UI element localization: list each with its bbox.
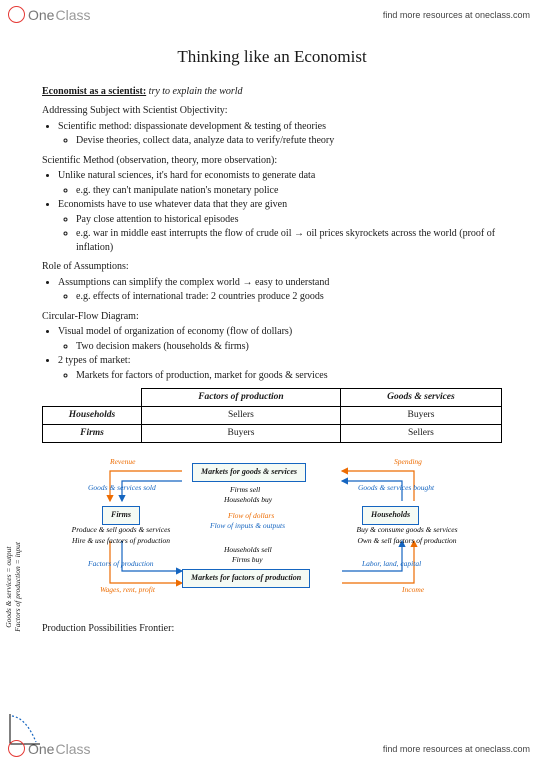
ppf-title: Production Possibilities Frontier: [42, 622, 502, 636]
center1: Flow of dollars [228, 511, 274, 521]
row-firms: Firms [43, 425, 142, 443]
side2: Factors of production = input [13, 542, 22, 632]
lbl-llc: Labor, land, capital [362, 559, 421, 569]
mid-bot2: Firms buy [232, 555, 263, 565]
brand-logo-bottom: OneClass [8, 740, 90, 759]
brand-logo: OneClass [8, 6, 90, 25]
lbl-spending: Spending [394, 457, 422, 467]
mid-bot1: Households sell [224, 545, 272, 555]
sm-title: Scientific Method (observation, theory, … [42, 154, 502, 168]
hh-desc2: Own & sell factors of production [348, 536, 466, 546]
mid-top2: Households buy [224, 495, 272, 505]
arrow-icon: → [242, 277, 252, 288]
factors-table: Factors of production Goods & services H… [42, 388, 502, 442]
lbl-gs-bought: Goods & services bought [358, 483, 434, 493]
hh-desc1: Buy & consume goods & services [348, 525, 466, 535]
section-scientist-ital: try to explain the world [149, 86, 243, 97]
row-households: Households [43, 407, 142, 425]
box-households: Households [362, 506, 419, 525]
page-title: Thinking like an Economist [42, 46, 502, 69]
box-factors-market: Markets for factors of production [182, 569, 310, 588]
lbl-gs-sold: Goods & services sold [88, 483, 156, 493]
sm-b2: Economists have to use whatever data tha… [58, 198, 502, 212]
brand-text2: Class [55, 740, 90, 759]
mid-top1: Firms sell [230, 485, 260, 495]
brand-circle-icon [8, 740, 25, 757]
addr-b1a: Devise theories, collect data, analyze d… [76, 134, 502, 148]
sm-b2b: e.g. war in middle east interrupts the f… [76, 227, 502, 254]
firms-desc1: Produce & sell goods & services [66, 525, 176, 535]
arrow-icon: → [294, 228, 304, 239]
cf-b2a: Markets for factors of production, marke… [76, 369, 502, 383]
ra-b1-post: easy to understand [252, 277, 329, 288]
cf-title: Circular-Flow Diagram: [42, 310, 502, 324]
sm-b1a: e.g. they can't manipulate nation's mone… [76, 184, 502, 198]
section-scientist-bold: Economist as a scientist: [42, 86, 146, 97]
bottom-cta-link[interactable]: find more resources at oneclass.com [383, 743, 530, 755]
ra-b1-pre: Assumptions can simplify the complex wor… [58, 277, 242, 288]
lbl-income: Income [402, 585, 424, 595]
ra-b1a: e.g. effects of international trade: 2 c… [76, 290, 502, 304]
cell-h-f: Sellers [142, 407, 341, 425]
ra-b1: Assumptions can simplify the complex wor… [58, 276, 502, 290]
cell-h-g: Buyers [340, 407, 501, 425]
side-note: Goods & services = output Factors of pro… [4, 542, 22, 632]
cell-f-g: Sellers [340, 425, 501, 443]
col-goods: Goods & services [340, 389, 501, 407]
col-factors: Factors of production [142, 389, 341, 407]
lbl-revenue: Revenue [110, 457, 135, 467]
brand-text1: One [28, 740, 54, 759]
lbl-factors: Factors of production [88, 559, 154, 569]
firms-desc2: Hire & use factors of production [66, 536, 176, 546]
brand-circle-icon [8, 6, 25, 23]
brand-text2: Class [55, 6, 90, 25]
cf-b1: Visual model of organization of economy … [58, 325, 502, 339]
brand-text1: One [28, 6, 54, 25]
circular-flow-diagram: Markets for goods & services Firms House… [62, 451, 462, 616]
top-cta-link[interactable]: find more resources at oneclass.com [383, 9, 530, 21]
addr-title: Addressing Subject with Scientist Object… [42, 104, 502, 118]
sm-b2b-pre: e.g. war in middle east interrupts the f… [76, 228, 294, 239]
ra-title: Role of Assumptions: [42, 260, 502, 274]
addr-b1: Scientific method: dispassionate develop… [58, 120, 502, 134]
cf-b2: 2 types of market: [58, 354, 502, 368]
sm-b2a: Pay close attention to historical episod… [76, 213, 502, 227]
side1: Goods & services = output [4, 546, 13, 627]
cf-b1a: Two decision makers (households & firms) [76, 340, 502, 354]
sm-b1: Unlike natural sciences, it's hard for e… [58, 169, 502, 183]
box-firms: Firms [102, 506, 140, 525]
lbl-wages: Wages, rent, profit [100, 585, 155, 595]
center2: Flow of inputs & outputs [210, 521, 285, 531]
cell-f-f: Buyers [142, 425, 341, 443]
section-scientist: Economist as a scientist: try to explain… [42, 85, 502, 99]
box-goods-market: Markets for goods & services [192, 463, 306, 482]
